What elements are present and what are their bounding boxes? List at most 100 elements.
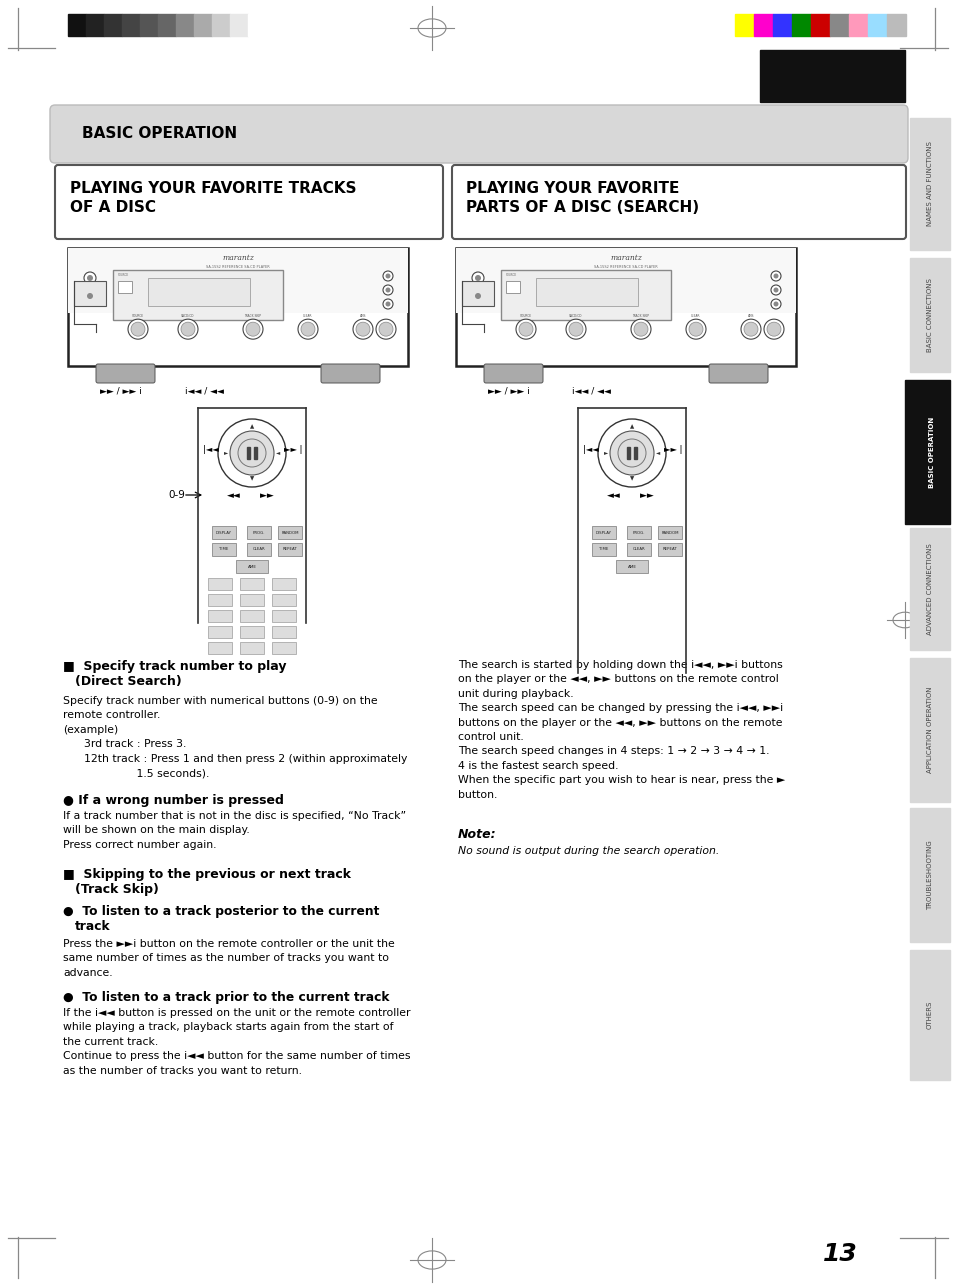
Bar xyxy=(909,950,949,1080)
Text: CLEAR: CLEAR xyxy=(303,314,313,318)
Text: (Track Skip): (Track Skip) xyxy=(75,883,159,896)
Bar xyxy=(68,248,408,312)
Bar xyxy=(122,14,140,36)
Bar xyxy=(277,543,302,556)
Circle shape xyxy=(178,319,198,340)
Circle shape xyxy=(688,323,702,336)
Bar xyxy=(456,248,795,312)
Text: If the i◄◄ button is pressed on the unit or the remote controller
while playing : If the i◄◄ button is pressed on the unit… xyxy=(63,1008,410,1075)
Bar xyxy=(272,610,295,622)
Bar xyxy=(212,526,235,539)
Text: AMS: AMS xyxy=(747,314,754,318)
Bar xyxy=(247,448,250,459)
Circle shape xyxy=(763,319,783,340)
Text: ◄: ◄ xyxy=(275,450,280,455)
Bar xyxy=(626,526,650,539)
Bar xyxy=(658,543,681,556)
Text: CLEAR: CLEAR xyxy=(691,314,700,318)
Circle shape xyxy=(773,288,778,292)
Text: TIME: TIME xyxy=(598,548,608,552)
FancyBboxPatch shape xyxy=(483,364,542,383)
Bar xyxy=(829,14,848,36)
Text: (Direct Search): (Direct Search) xyxy=(75,675,182,688)
Bar xyxy=(886,14,905,36)
Text: BASIC OPERATION: BASIC OPERATION xyxy=(928,417,934,487)
Text: SA-15S2 REFERENCE SA-CD PLAYER: SA-15S2 REFERENCE SA-CD PLAYER xyxy=(206,265,270,269)
Circle shape xyxy=(634,323,647,336)
Text: ►: ► xyxy=(224,450,228,455)
Text: TIME: TIME xyxy=(219,548,229,552)
Circle shape xyxy=(87,275,92,282)
Bar xyxy=(208,594,232,606)
Circle shape xyxy=(353,319,373,340)
Text: ADVANCED CONNECTIONS: ADVANCED CONNECTIONS xyxy=(926,543,932,635)
Circle shape xyxy=(475,275,480,282)
Circle shape xyxy=(128,319,148,340)
Text: OTHERS: OTHERS xyxy=(926,1001,932,1029)
Circle shape xyxy=(87,293,92,300)
Text: i◄◄ / ◄◄: i◄◄ / ◄◄ xyxy=(572,386,610,395)
Text: BASIC CONNECTIONS: BASIC CONNECTIONS xyxy=(926,278,932,352)
Text: ■  Specify track number to play: ■ Specify track number to play xyxy=(63,660,286,673)
Text: PARTS OF A DISC (SEARCH): PARTS OF A DISC (SEARCH) xyxy=(465,201,699,215)
Text: marantz: marantz xyxy=(609,255,641,262)
Bar xyxy=(175,14,193,36)
Text: |◄◄: |◄◄ xyxy=(582,445,598,454)
Circle shape xyxy=(565,319,585,340)
Bar xyxy=(272,594,295,606)
Text: PROG.: PROG. xyxy=(632,531,644,535)
Circle shape xyxy=(301,323,314,336)
Bar xyxy=(208,610,232,622)
Text: REPEAT: REPEAT xyxy=(662,548,677,552)
Text: ►► / ►► i: ►► / ►► i xyxy=(100,386,142,395)
Polygon shape xyxy=(461,282,494,306)
Circle shape xyxy=(84,273,96,284)
FancyBboxPatch shape xyxy=(320,364,379,383)
Circle shape xyxy=(385,301,390,306)
Text: ●  To listen to a track posterior to the current: ● To listen to a track posterior to the … xyxy=(63,905,379,918)
Bar xyxy=(208,642,232,655)
Circle shape xyxy=(385,288,390,292)
Text: ◄: ◄ xyxy=(655,450,659,455)
Bar xyxy=(734,14,753,36)
Circle shape xyxy=(568,323,582,336)
Bar xyxy=(867,14,886,36)
Bar xyxy=(810,14,829,36)
Circle shape xyxy=(131,323,145,336)
Circle shape xyxy=(297,319,317,340)
Text: TRACK SKIP: TRACK SKIP xyxy=(244,314,261,318)
Text: If a track number that is not in the disc is specified, “No Track”
will be shown: If a track number that is not in the dis… xyxy=(63,811,406,850)
Text: RANDOM: RANDOM xyxy=(281,531,298,535)
Bar xyxy=(240,626,264,638)
Text: REPEAT: REPEAT xyxy=(282,548,297,552)
Bar xyxy=(68,248,408,367)
Text: ■  Skipping to the previous or next track: ■ Skipping to the previous or next track xyxy=(63,868,351,881)
Text: SACD/CD: SACD/CD xyxy=(569,314,582,318)
Circle shape xyxy=(84,291,96,302)
Text: APPLICATION OPERATION: APPLICATION OPERATION xyxy=(926,687,932,773)
Text: SOURCE: SOURCE xyxy=(519,314,532,318)
Text: |◄◄: |◄◄ xyxy=(203,445,218,454)
Text: Specify track number with numerical buttons (0-9) on the
remote controller.
(exa: Specify track number with numerical butt… xyxy=(63,696,407,778)
Text: DISPLAY: DISPLAY xyxy=(215,531,232,535)
Text: SACD/CD: SACD/CD xyxy=(181,314,194,318)
Text: ▲: ▲ xyxy=(629,424,634,430)
Circle shape xyxy=(770,300,781,309)
Circle shape xyxy=(685,319,705,340)
Circle shape xyxy=(243,319,263,340)
Bar xyxy=(658,526,681,539)
Text: PLAYING YOUR FAVORITE: PLAYING YOUR FAVORITE xyxy=(465,181,679,195)
Bar xyxy=(248,14,266,36)
Text: ▼: ▼ xyxy=(250,477,253,481)
Text: TROUBLESHOOTING: TROUBLESHOOTING xyxy=(926,840,932,910)
Bar xyxy=(118,282,132,293)
Bar xyxy=(592,543,616,556)
Text: SOURCE: SOURCE xyxy=(118,273,129,276)
Bar xyxy=(272,626,295,638)
Circle shape xyxy=(518,323,533,336)
Circle shape xyxy=(355,323,370,336)
Text: No sound is output during the search operation.: No sound is output during the search ope… xyxy=(457,846,719,856)
Bar xyxy=(909,118,949,249)
Bar xyxy=(193,14,212,36)
Bar xyxy=(500,270,670,319)
